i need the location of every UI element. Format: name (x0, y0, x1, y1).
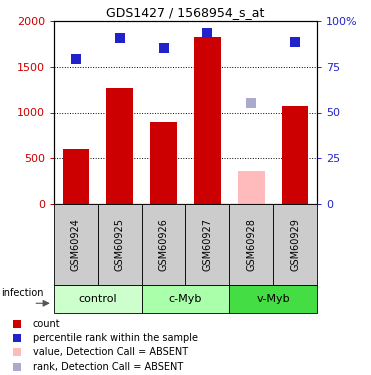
Point (249, 100, 255, 106)
Point (161, 45, 167, 51)
Point (292, 39, 298, 45)
Text: count: count (33, 319, 60, 328)
Text: GSM60929: GSM60929 (290, 218, 300, 271)
Point (13, 364, 19, 370)
Text: percentile rank within the sample: percentile rank within the sample (33, 333, 198, 343)
Bar (142, 204, 186, 285)
Bar (238, 171, 265, 204)
Point (204, 30, 210, 36)
Bar (186, 204, 229, 285)
Text: value, Detection Call = ABSENT: value, Detection Call = ABSENT (33, 347, 188, 357)
Bar (150, 122, 177, 204)
Point (13, 321, 19, 327)
Bar (273, 204, 317, 285)
Point (13, 349, 19, 355)
Text: GSM60927: GSM60927 (203, 218, 213, 271)
Bar (282, 106, 308, 204)
Bar (106, 88, 133, 204)
Bar (63, 149, 89, 204)
Text: GSM60928: GSM60928 (246, 218, 256, 271)
Bar (54, 204, 98, 285)
Text: GSM60924: GSM60924 (71, 218, 81, 271)
Text: c-Myb: c-Myb (169, 294, 202, 304)
Text: GSM60925: GSM60925 (115, 218, 125, 271)
Text: v-Myb: v-Myb (256, 294, 290, 304)
Bar (229, 285, 317, 313)
Bar (229, 204, 273, 285)
Text: GSM60926: GSM60926 (158, 218, 168, 271)
Bar (142, 285, 229, 313)
Point (73, 56, 79, 62)
Text: control: control (78, 294, 117, 304)
Point (116, 35, 122, 41)
Bar (98, 204, 142, 285)
Title: GDS1427 / 1568954_s_at: GDS1427 / 1568954_s_at (106, 6, 265, 20)
Bar (194, 37, 221, 204)
Text: rank, Detection Call = ABSENT: rank, Detection Call = ABSENT (33, 362, 183, 372)
Bar (54, 285, 142, 313)
Text: infection: infection (1, 288, 43, 298)
Point (13, 335, 19, 341)
